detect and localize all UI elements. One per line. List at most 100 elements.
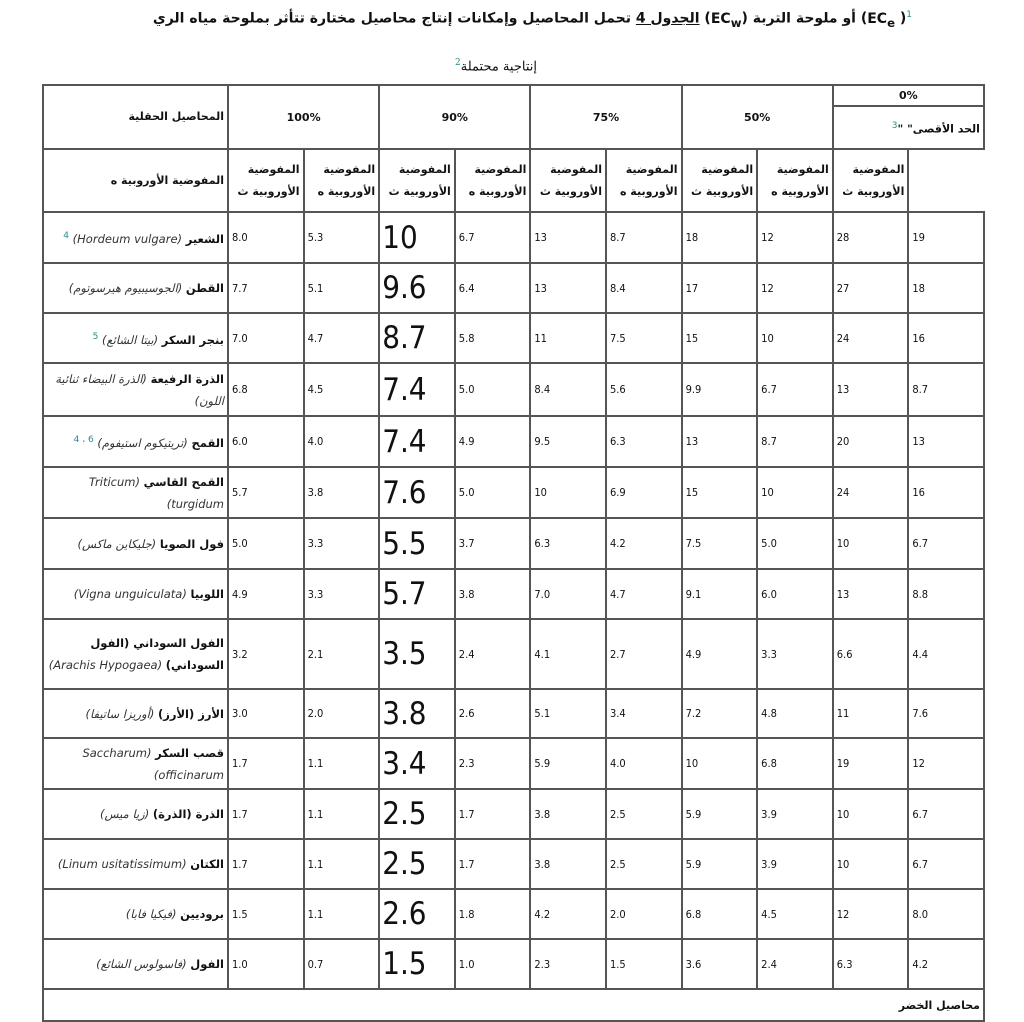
crop-name: القمح bbox=[191, 435, 224, 450]
subheader-ec-w: المفوضية الأوروبية ث bbox=[831, 148, 910, 213]
header-100: 100% bbox=[226, 84, 381, 150]
value-cell: 2.5 bbox=[378, 788, 456, 840]
crop-name: الشعير bbox=[185, 231, 224, 246]
value-cell: 1.7 bbox=[453, 838, 532, 890]
value-cell: 7.7 bbox=[227, 262, 305, 314]
crop-name: الفول السوداني (الفول السوداني) bbox=[90, 636, 224, 672]
crop-scientific-name: (زيا ميس) bbox=[100, 807, 150, 821]
value-cell: 5.9 bbox=[680, 788, 759, 840]
value-cell: 2.0 bbox=[302, 688, 381, 739]
value-cell: 6.9 bbox=[604, 466, 683, 519]
value-cell: 1.1 bbox=[302, 737, 381, 790]
table-title: 1( ECe) أو ملوحة التربة (ECw) الجدول 4 ت… bbox=[153, 10, 912, 29]
value-cell: 10 bbox=[756, 466, 834, 519]
footnote-ref[interactable]: 5 bbox=[92, 331, 99, 342]
footnote-ref[interactable]: 6 ، 4 bbox=[73, 435, 94, 446]
value-cell: 15 bbox=[680, 466, 759, 519]
table-row: القمح القاسي (Triticum turgidum) 5.7 3.8 7.… bbox=[42, 466, 985, 519]
crop-name-cell: بنجر السكر (بيتا الشائع) 5 bbox=[42, 312, 229, 364]
value-cell: 4.9 bbox=[680, 618, 759, 690]
value-cell: 15 bbox=[680, 312, 759, 364]
table-ref-link[interactable]: الجدول 4 bbox=[635, 10, 700, 27]
crop-name: القمح القاسي bbox=[143, 474, 224, 489]
subheader-ec-e: المفوضية الأوروبية ه bbox=[42, 148, 229, 213]
value-cell: 8.4 bbox=[604, 262, 683, 314]
value-cell: 9.5 bbox=[529, 415, 607, 468]
value-cell: 2.3 bbox=[453, 737, 532, 790]
crop-scientific-name: (الجوسيبيوم هيرسوتوم) bbox=[68, 281, 183, 295]
footnote-ref[interactable]: 1 bbox=[906, 10, 912, 20]
value-cell: 1.7 bbox=[227, 737, 305, 790]
value-cell: 5.1 bbox=[529, 688, 607, 739]
value-cell: 7.4 bbox=[378, 362, 456, 417]
value-cell: 18 bbox=[907, 262, 985, 314]
value-cell: 3.5 bbox=[378, 618, 456, 690]
value-cell: 11 bbox=[831, 688, 910, 739]
value-cell: 17 bbox=[680, 262, 759, 314]
value-cell: 8.7 bbox=[907, 362, 985, 417]
table-row: الكتان (Linum usitatissimum) 1.7 1.1 2.5 1.7… bbox=[42, 838, 985, 890]
subheader-ec-w: المفوضية الأوروبية ث bbox=[378, 148, 456, 213]
value-cell: 28 bbox=[831, 211, 910, 264]
value-cell: 3.8 bbox=[529, 838, 607, 890]
value-cell: 2.4 bbox=[756, 938, 834, 990]
value-cell: 2.6 bbox=[378, 888, 456, 940]
crop-name-cell: بروديين (فيكيا فابا) bbox=[42, 888, 229, 940]
value-cell: 2.0 bbox=[604, 888, 683, 940]
value-cell: 6.7 bbox=[453, 211, 532, 264]
title-text: w bbox=[730, 15, 742, 30]
footnote-ref[interactable]: 3 bbox=[891, 120, 898, 131]
value-cell: 1.7 bbox=[453, 788, 532, 840]
value-cell: 5.0 bbox=[453, 362, 532, 417]
value-cell: 1.7 bbox=[227, 838, 305, 890]
table-row: بنجر السكر (بيتا الشائع) 5 7.0 4.7 8.7 5.8 11… bbox=[42, 312, 985, 364]
value-cell: 8.7 bbox=[604, 211, 683, 264]
subheader-ec-e: المفوضية الأوروبية ه bbox=[302, 148, 381, 213]
value-cell: 11 bbox=[529, 312, 607, 364]
value-cell: 5.7 bbox=[227, 466, 305, 519]
table-row: الفول (فاسولوس الشائع) 1.0 0.7 1.5 1.0 2.3 1.5… bbox=[42, 938, 985, 990]
subheader-ec-w: المفوضية الأوروبية ث bbox=[227, 148, 305, 213]
crop-scientific-name: (فاسولوس الشائع) bbox=[96, 957, 187, 971]
footnote-ref[interactable]: 4 bbox=[63, 231, 69, 242]
table-subtitle: إنتاجية محتملة2 bbox=[455, 58, 537, 74]
table-row: الفول السوداني (الفول السوداني) (Arachis… bbox=[42, 618, 985, 690]
value-cell: 1.1 bbox=[302, 888, 381, 940]
value-cell: 4.0 bbox=[302, 415, 381, 468]
crop-scientific-name: (فيكيا فابا) bbox=[125, 907, 177, 921]
value-cell: 5.8 bbox=[453, 312, 532, 364]
crop-scientific-name: (جليكاين ماكس) bbox=[77, 536, 157, 551]
value-cell: 7.0 bbox=[529, 568, 607, 620]
crop-name: الفول bbox=[190, 957, 224, 971]
value-cell: 2.5 bbox=[604, 788, 683, 840]
crop-scientific-name: (Hordeum vulgare) bbox=[72, 231, 183, 246]
subheader-ec-e: المفوضية الأوروبية ه bbox=[604, 148, 683, 213]
value-cell: 10 bbox=[831, 788, 910, 840]
crop-scientific-name: (بيتا الشائع) bbox=[102, 332, 159, 347]
value-cell: 24 bbox=[831, 312, 910, 364]
value-cell: 4.5 bbox=[756, 888, 834, 940]
value-cell: 4.4 bbox=[907, 618, 985, 690]
footnote-ref[interactable]: 2 bbox=[455, 58, 461, 68]
value-cell: 7.6 bbox=[378, 466, 456, 519]
value-cell: 12 bbox=[756, 262, 834, 314]
value-cell: 12 bbox=[756, 211, 834, 264]
value-cell: 7.2 bbox=[680, 688, 759, 739]
title-text: تحمل المحاصيل وإمكانات إنتاج محاصيل مختا… bbox=[152, 10, 636, 27]
crop-scientific-name: (Saccharum officinarum) bbox=[82, 745, 224, 782]
subtitle-text: إنتاجية محتملة bbox=[460, 59, 537, 75]
crop-scientific-name: (Triticum turgidum) bbox=[88, 474, 224, 511]
value-cell: 10 bbox=[680, 737, 759, 790]
subheader-ec-w: المفوضية الأوروبية ث bbox=[680, 148, 759, 213]
value-cell: 5.5 bbox=[378, 517, 456, 570]
crop-name: اللوبيا bbox=[190, 587, 225, 601]
value-cell: 3.3 bbox=[756, 618, 834, 690]
title-text: EC bbox=[710, 10, 731, 27]
value-cell: 4.5 bbox=[302, 362, 381, 417]
value-cell: 1.5 bbox=[378, 938, 456, 990]
value-cell: 6.3 bbox=[529, 517, 607, 570]
value-cell: 5.0 bbox=[756, 517, 834, 570]
value-cell: 3.0 bbox=[227, 688, 305, 739]
value-cell: 6.6 bbox=[831, 618, 910, 690]
title-text: ) bbox=[699, 10, 711, 27]
